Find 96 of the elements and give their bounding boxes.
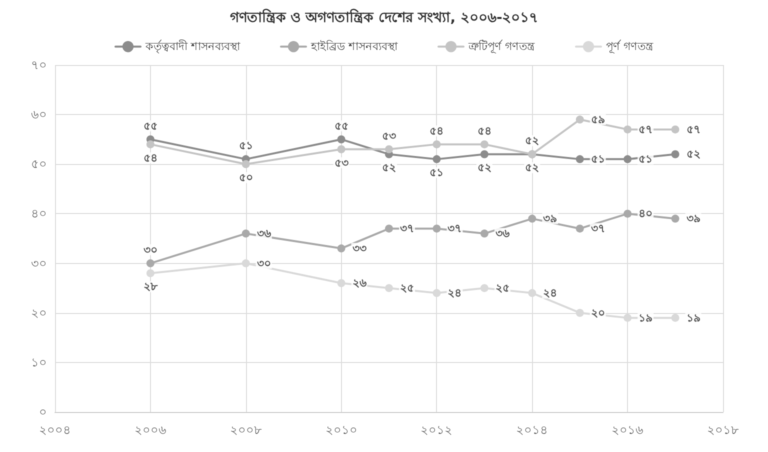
data-label: ৫৯ xyxy=(590,113,605,126)
data-label: ২৮ xyxy=(143,280,158,294)
point xyxy=(671,214,680,223)
data-label: ৩৯ xyxy=(543,212,558,226)
point xyxy=(337,244,346,252)
data-label: ৫২ xyxy=(382,161,396,174)
data-label: ২৪ xyxy=(448,286,462,300)
point xyxy=(432,224,441,233)
data-label: ৫৫ xyxy=(143,119,158,132)
point xyxy=(432,140,441,148)
data-label: ৫২ xyxy=(477,161,492,174)
point xyxy=(480,284,488,292)
data-label: ৫৫ xyxy=(334,119,348,132)
point xyxy=(528,214,536,223)
y-tick-label: ৬০ xyxy=(31,108,47,122)
y-tick-label: ৭০ xyxy=(31,58,47,72)
legend-label: ত্রুটিপূর্ণ গণতন্ত্র xyxy=(468,40,535,54)
data-label: ৫৪ xyxy=(430,124,444,138)
y-tick-label: ৩০ xyxy=(31,256,47,270)
point xyxy=(385,224,393,233)
legend-label: পূর্ণ গণতন্ত্র xyxy=(606,40,654,54)
point xyxy=(624,210,632,218)
y-tick-label: ৫০ xyxy=(31,157,47,172)
data-label: ৫৭ xyxy=(686,122,700,136)
point xyxy=(480,140,488,148)
data-label: ৩৩ xyxy=(352,242,366,255)
legend-label: কর্তৃত্ববাদী শাসনব্যবস্থা xyxy=(144,40,242,54)
point xyxy=(671,125,680,134)
x-tick-label: ২০১০ xyxy=(325,423,358,437)
point xyxy=(242,230,250,238)
x-tick-label: ২০১৬ xyxy=(612,423,644,437)
data-label: ৩৭ xyxy=(590,222,605,236)
data-label: ৫০ xyxy=(238,171,253,184)
data-label: ৩৯ xyxy=(686,212,700,226)
data-label: ৫২ xyxy=(686,148,700,161)
legend-label: হাইব্রিড শাসনব্যবস্থা xyxy=(310,40,398,54)
data-label: ৩০ xyxy=(256,256,271,270)
point xyxy=(671,314,680,322)
data-label: ৪০ xyxy=(638,207,653,220)
data-label: ২৬ xyxy=(352,276,368,290)
data-label: ৫৪ xyxy=(143,151,158,164)
x-tick-label: ২০০৮ xyxy=(230,423,262,437)
data-label: ১৯ xyxy=(638,311,653,324)
data-label: ৫৩ xyxy=(334,156,348,170)
data-label: ২৪ xyxy=(543,286,558,300)
x-tick-label: ২০১৪ xyxy=(516,423,548,437)
data-label: ২৫ xyxy=(400,282,414,295)
point xyxy=(624,125,632,134)
point xyxy=(432,155,441,164)
point xyxy=(146,140,154,148)
x-tick-label: ২০০৪ xyxy=(39,423,71,437)
data-label: ৫৭ xyxy=(638,122,653,136)
point xyxy=(576,308,584,317)
y-tick-label: ০ xyxy=(39,405,47,419)
y-tick-label: ১০ xyxy=(31,355,47,370)
data-label: ৩৭ xyxy=(448,222,462,236)
point xyxy=(337,279,346,288)
data-label: ২৫ xyxy=(495,282,510,295)
data-label: ৫২ xyxy=(525,134,540,148)
x-tick-label: ২০১২ xyxy=(420,423,453,437)
point xyxy=(385,284,393,292)
data-label: ২০ xyxy=(590,306,605,320)
point xyxy=(146,259,154,268)
data-label: ৩৬ xyxy=(256,227,272,240)
point xyxy=(480,150,488,158)
point xyxy=(337,135,346,144)
data-label: ৩৬ xyxy=(495,227,510,240)
data-label: ৫৩ xyxy=(382,129,396,142)
y-tick-label: ৪০ xyxy=(31,206,47,221)
chart-title: গণতান্ত্রিক ও অগণতান্ত্রিক দেশের সংখ্যা, ২০০৬-২০১৭ xyxy=(230,8,538,26)
point xyxy=(671,150,680,158)
point xyxy=(624,314,632,322)
data-label: ৫৪ xyxy=(477,124,492,138)
data-label: ৫১ xyxy=(638,152,653,166)
data-label: ৫২ xyxy=(525,161,540,174)
point xyxy=(242,259,250,268)
x-tick-label: ২০১৮ xyxy=(707,423,739,437)
point xyxy=(624,155,632,164)
data-label: ৫১ xyxy=(430,166,444,180)
data-label: ৫১ xyxy=(590,152,605,166)
point xyxy=(480,230,488,238)
point xyxy=(432,289,441,298)
y-tick-label: ২০ xyxy=(31,306,47,320)
point xyxy=(146,269,154,278)
point xyxy=(576,155,584,164)
point xyxy=(576,116,584,124)
data-label: ৩০ xyxy=(143,243,158,256)
point xyxy=(385,145,393,154)
point xyxy=(242,160,250,168)
x-tick-label: ২০০৬ xyxy=(134,423,166,437)
data-label: ৫১ xyxy=(238,139,253,152)
point xyxy=(528,289,536,298)
point xyxy=(337,145,346,154)
data-label: ১৯ xyxy=(686,311,700,324)
point xyxy=(576,224,584,233)
data-label: ৩৭ xyxy=(400,222,414,236)
